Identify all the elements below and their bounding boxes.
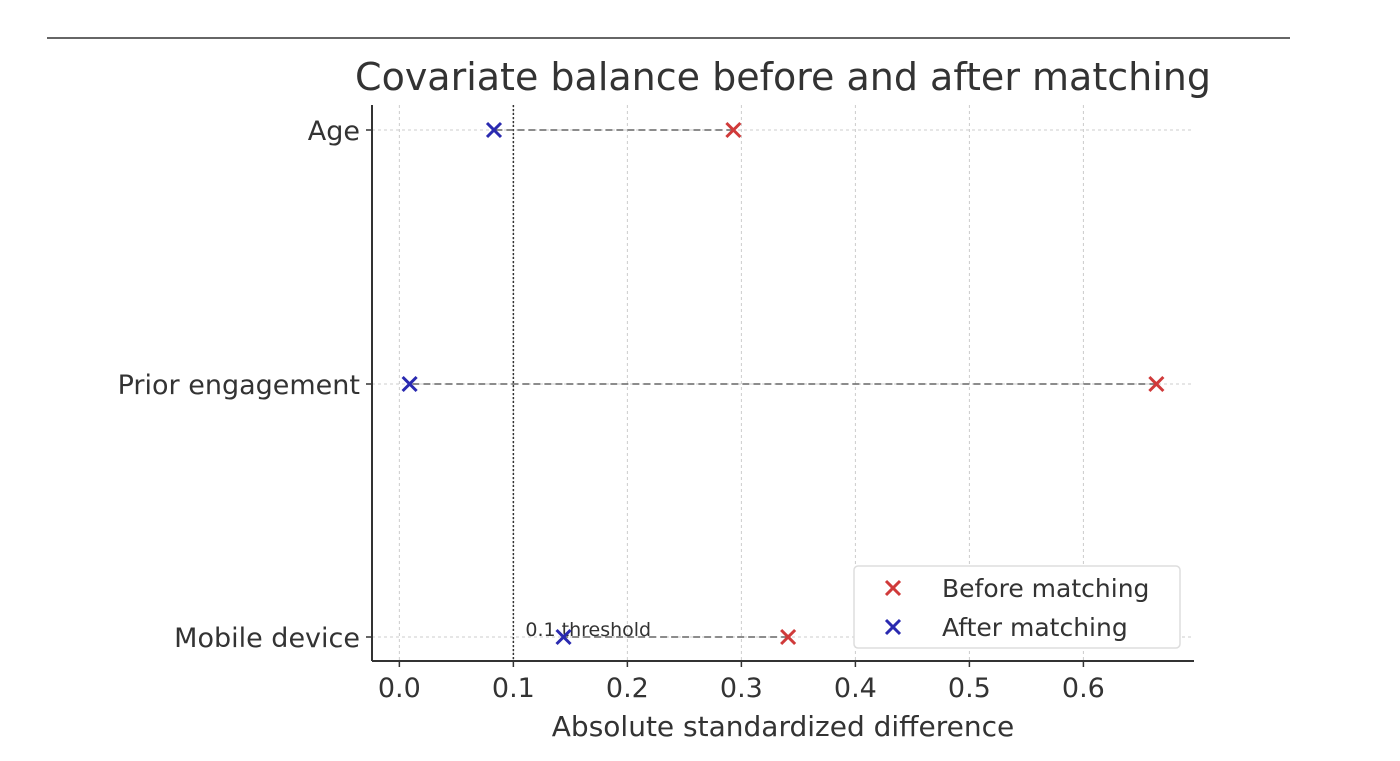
- x-tick-label: 0.6: [1062, 673, 1105, 704]
- legend-marker: [884, 618, 902, 636]
- x-tick-label: 0.2: [606, 673, 649, 704]
- legend: Before matching After matching: [853, 565, 1181, 649]
- before-matching-point: [1148, 375, 1165, 393]
- x-tick-label: 0.1: [492, 673, 535, 704]
- x-tick-label: 0.4: [834, 673, 877, 704]
- x-tick-label: 0.0: [378, 673, 421, 704]
- x-axis-label: Absolute standardized difference: [552, 710, 1014, 743]
- legend-label: After matching: [942, 613, 1128, 642]
- after-matching-point: [555, 628, 572, 646]
- before-matching-point: [780, 628, 797, 646]
- x-tick-label: 0.3: [720, 673, 763, 704]
- x-tick-label: 0.5: [948, 673, 991, 704]
- after-matching-point: [401, 375, 418, 393]
- y-tick-label: Mobile device: [174, 623, 360, 654]
- y-tick-label: Prior engagement: [118, 370, 360, 401]
- chart-title: Covariate balance before and after match…: [355, 55, 1211, 99]
- legend-box: [853, 565, 1181, 649]
- after-matching-point: [485, 121, 503, 139]
- before-matching-point: [725, 121, 742, 139]
- y-tick-label: Age: [308, 116, 360, 147]
- legend-marker: [884, 579, 902, 597]
- legend-label: Before matching: [942, 574, 1149, 603]
- threshold-label: 0.1 threshold: [525, 619, 651, 641]
